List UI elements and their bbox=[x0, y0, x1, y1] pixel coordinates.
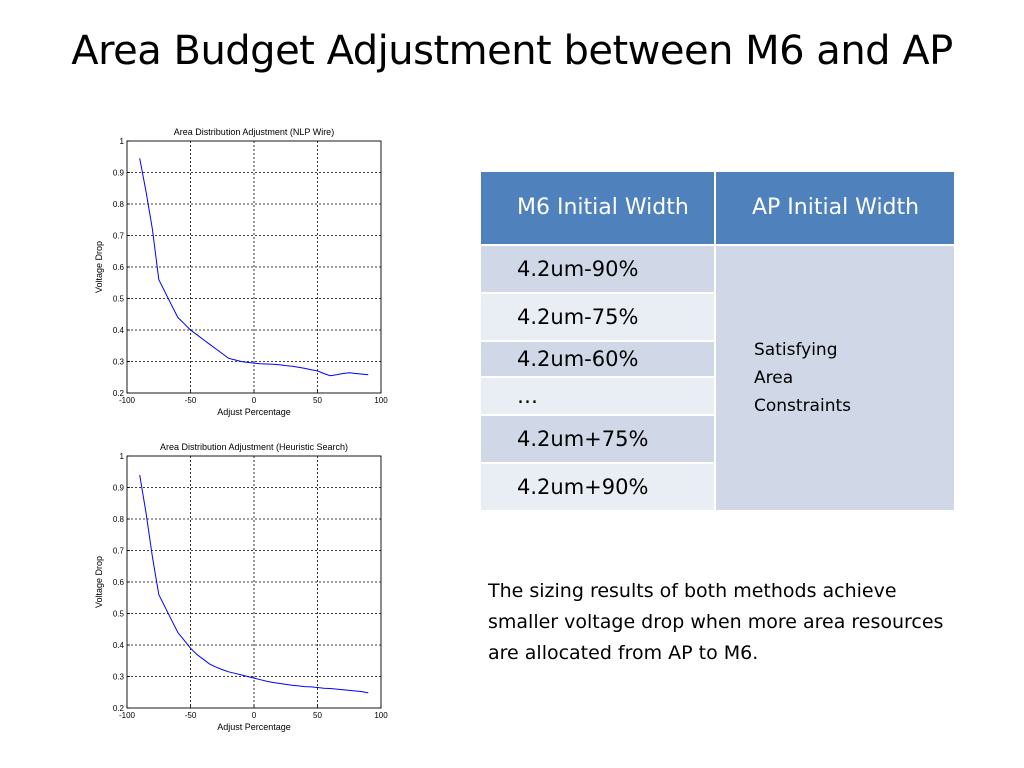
table-row: 4.2um-75% bbox=[479, 292, 955, 342]
chart-nlp-wire: Area Distribution Adjustment (NLP Wire) -… bbox=[90, 120, 400, 420]
series-line bbox=[139, 474, 369, 694]
merged-line: Area bbox=[754, 368, 794, 388]
y-tick-label: 1 bbox=[120, 137, 125, 146]
plot-frame bbox=[126, 455, 382, 709]
x-tick-label: -100 bbox=[119, 396, 136, 405]
merged-line: Constraints bbox=[754, 396, 851, 416]
m6-width-cell: 4.2um+90% bbox=[479, 462, 716, 512]
y-tick-label: 0.5 bbox=[113, 295, 125, 304]
x-tick-label: 50 bbox=[313, 396, 322, 405]
x-tick-label: -50 bbox=[185, 711, 197, 720]
chart-svg: Area Distribution Adjustment (Heuristic … bbox=[94, 442, 388, 732]
x-tick-label: 100 bbox=[374, 396, 388, 405]
x-axis-label: Adjust Percentage bbox=[217, 722, 291, 732]
chart-heuristic-search: Area Distribution Adjustment (Heuristic … bbox=[90, 435, 400, 735]
slide-title: Area Budget Adjustment between M6 and AP bbox=[71, 28, 953, 74]
x-axis-label: Adjust Percentage bbox=[217, 407, 291, 417]
y-tick-label: 0.2 bbox=[113, 704, 125, 713]
m6-width-cell: 4.2um-90% bbox=[479, 244, 716, 294]
conclusion-text: The sizing results of both methods achie… bbox=[488, 580, 944, 664]
y-tick-label: 0.4 bbox=[113, 641, 125, 650]
table-row: … bbox=[479, 376, 955, 416]
chart-title: Area Distribution Adjustment (NLP Wire) bbox=[174, 127, 334, 137]
y-tick-label: 0.2 bbox=[113, 389, 125, 398]
y-tick-label: 0.8 bbox=[113, 515, 125, 524]
m6-width-cell: 4.2um+75% bbox=[479, 414, 716, 464]
y-tick-label: 0.7 bbox=[113, 232, 125, 241]
y-tick-label: 0.3 bbox=[113, 673, 125, 682]
series-line bbox=[139, 158, 369, 377]
y-axis-label: Voltage Drop bbox=[94, 241, 104, 293]
chart-svg: Area Distribution Adjustment (NLP Wire) -… bbox=[94, 127, 388, 417]
y-tick-label: 1 bbox=[120, 452, 125, 461]
y-tick-label: 0.6 bbox=[113, 263, 125, 272]
x-tick-label: 0 bbox=[252, 396, 257, 405]
table-row: 4.2um+75% bbox=[479, 414, 955, 464]
m6-width-cell: 4.2um-60% bbox=[479, 340, 716, 378]
width-table: M6 Initial Width AP Initial Width 4.2um-… bbox=[479, 170, 956, 512]
y-tick-label: 0.6 bbox=[113, 578, 125, 587]
m6-width-cell: … bbox=[479, 376, 716, 416]
merged-line: Satisfying bbox=[754, 340, 838, 360]
x-tick-label: -50 bbox=[185, 396, 197, 405]
table-row: 4.2um+90% bbox=[479, 462, 955, 512]
m6-width-cell: 4.2um-75% bbox=[479, 292, 716, 342]
table-header-row: M6 Initial Width AP Initial Width bbox=[479, 170, 956, 246]
y-axis-label: Voltage Drop bbox=[94, 556, 104, 608]
ap-merged-cell: Satisfying Area Constraints bbox=[714, 244, 956, 512]
x-tick-label: 0 bbox=[252, 711, 257, 720]
x-tick-label: -100 bbox=[119, 711, 136, 720]
header-m6-initial-width: M6 Initial Width bbox=[479, 170, 716, 246]
plot-frame bbox=[126, 140, 382, 394]
y-tick-label: 0.5 bbox=[113, 610, 125, 619]
x-tick-label: 100 bbox=[374, 711, 388, 720]
table-row: 4.2um-90% Satisfying Area Constraints bbox=[479, 244, 956, 512]
y-tick-label: 0.7 bbox=[113, 547, 125, 556]
y-tick-label: 0.8 bbox=[113, 200, 125, 209]
y-tick-label: 0.3 bbox=[113, 358, 125, 367]
header-ap-initial-width: AP Initial Width bbox=[714, 170, 956, 246]
table-row: 4.2um-60% bbox=[479, 340, 955, 378]
y-tick-label: 0.4 bbox=[113, 326, 125, 335]
chart-title: Area Distribution Adjustment (Heuristic … bbox=[160, 442, 348, 452]
y-tick-label: 0.9 bbox=[113, 484, 125, 493]
x-tick-label: 50 bbox=[313, 711, 322, 720]
y-tick-label: 0.9 bbox=[113, 169, 125, 178]
